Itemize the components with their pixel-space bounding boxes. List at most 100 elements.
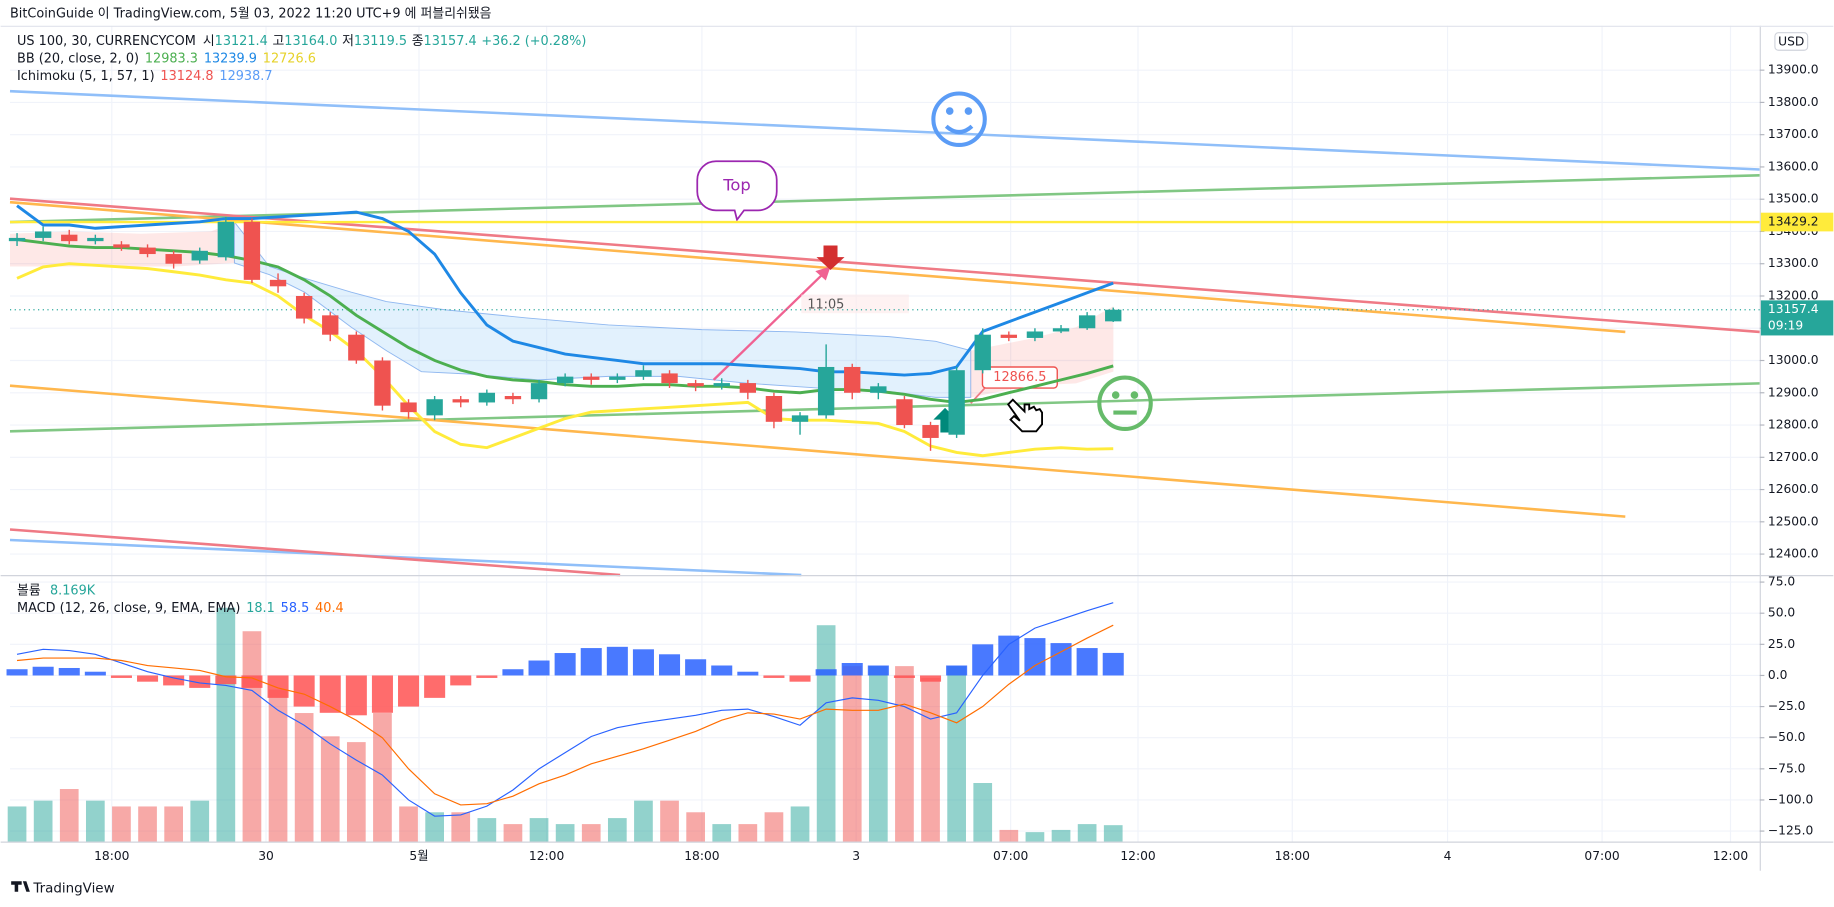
volume-bar bbox=[294, 713, 314, 842]
candle-body bbox=[269, 279, 287, 287]
price-label: 12866.5 bbox=[993, 370, 1046, 385]
x-tick-label: 07:00 bbox=[993, 849, 1028, 863]
macd-histogram bbox=[711, 665, 733, 676]
x-tick-label: 5월 bbox=[409, 849, 428, 863]
ohlc-value: 13121.4 bbox=[215, 33, 268, 48]
volume-bar bbox=[216, 607, 236, 842]
volume-bar bbox=[164, 806, 183, 842]
macd-histogram bbox=[84, 671, 106, 676]
volume-bar bbox=[712, 824, 732, 842]
candle-body bbox=[739, 383, 757, 393]
macd-histogram bbox=[293, 675, 315, 707]
volume-bar bbox=[529, 818, 549, 842]
macd-histogram bbox=[319, 675, 341, 713]
ohlc-label: 저 bbox=[342, 33, 354, 48]
volume-bar bbox=[634, 800, 653, 842]
candle-body bbox=[191, 250, 208, 261]
callout bbox=[696, 160, 778, 222]
volume-bar bbox=[764, 812, 784, 842]
ohlc-value: 13164.0 bbox=[284, 33, 337, 48]
macd-histogram bbox=[841, 663, 863, 676]
candle-body bbox=[1000, 334, 1018, 338]
candle-body bbox=[870, 386, 887, 393]
axes: 12400.0 12500.0 12600.0 12700.0 12800.0 12900… bbox=[94, 63, 1834, 863]
y-tick-label: 12700.0 bbox=[1768, 450, 1819, 464]
y-tick-label: 12900.0 bbox=[1768, 385, 1819, 399]
volume-bar bbox=[868, 666, 888, 842]
legend-line: MACD (12, 26, close, 9, EMA, EMA) 18.1 58.… bbox=[17, 600, 344, 615]
volume-bar bbox=[999, 829, 1019, 842]
macd-histogram bbox=[110, 675, 132, 678]
candle-body bbox=[295, 295, 313, 319]
volume-bar bbox=[373, 713, 392, 842]
y-tick-label: 13300.0 bbox=[1768, 256, 1819, 270]
volume-bar bbox=[1025, 832, 1045, 842]
currency-box bbox=[1774, 32, 1809, 51]
macd-histogram bbox=[972, 644, 994, 676]
price-tag bbox=[1760, 300, 1834, 336]
macd-histogram bbox=[554, 653, 576, 676]
macd-histogram bbox=[606, 646, 628, 676]
ichimoku-title: Ichimoku (5, 1, 57, 1) bbox=[17, 68, 155, 83]
candle-body bbox=[426, 399, 443, 416]
candle-body bbox=[687, 383, 704, 387]
volume-bar bbox=[555, 824, 575, 842]
macd-value: 18.1 bbox=[246, 600, 275, 615]
macd-histogram bbox=[1024, 638, 1046, 676]
macd-histogram bbox=[267, 675, 289, 698]
ohlc-value: 13119.5 bbox=[354, 33, 407, 48]
macd-histogram bbox=[476, 675, 498, 678]
y-tick-label: 13500.0 bbox=[1768, 192, 1819, 206]
y-tick-label: −25.0 bbox=[1768, 699, 1806, 713]
y-tick-label: 75.0 bbox=[1768, 575, 1795, 589]
candle-body bbox=[1052, 328, 1070, 332]
y-tick-label: 13700.0 bbox=[1768, 127, 1819, 141]
volume-bar bbox=[921, 677, 940, 842]
trend-line bbox=[9, 89, 1760, 171]
candle-body bbox=[1105, 309, 1122, 322]
macd-histogram bbox=[998, 635, 1020, 676]
macd-histogram bbox=[32, 666, 54, 676]
macd-line bbox=[16, 602, 1114, 817]
macd-line bbox=[16, 624, 1114, 806]
candle-body bbox=[348, 334, 365, 361]
x-tick-label: 4 bbox=[1444, 849, 1452, 863]
macd-histogram bbox=[241, 675, 263, 688]
ohlc-label: 고 bbox=[272, 33, 284, 48]
candle-body bbox=[217, 221, 235, 258]
candle-body bbox=[504, 396, 522, 400]
macd-histogram bbox=[163, 675, 185, 686]
volume-bar bbox=[59, 789, 79, 842]
macd-histogram bbox=[189, 675, 211, 688]
volume-bar bbox=[1103, 825, 1123, 842]
macd-histogram bbox=[502, 669, 524, 676]
bb-line bbox=[16, 204, 1114, 377]
candle-body bbox=[1078, 315, 1096, 329]
volume-bar bbox=[660, 800, 679, 842]
candle-body bbox=[400, 402, 417, 413]
volume-bar bbox=[1051, 829, 1071, 842]
macd-histogram bbox=[685, 659, 707, 676]
macd-histogram bbox=[763, 675, 785, 678]
candle-body bbox=[139, 247, 156, 255]
macd-histogram bbox=[580, 648, 602, 676]
volume-title: 볼륨 bbox=[17, 583, 41, 598]
volume-bar bbox=[477, 818, 497, 842]
legend-line: BB (20, close, 2, 0) 12983.3 13239.9 12726.… bbox=[17, 51, 316, 66]
x-tick-label: 12:00 bbox=[529, 849, 564, 863]
y-tick-label: −100.0 bbox=[1768, 792, 1813, 806]
candle-body bbox=[661, 373, 678, 384]
trend-line bbox=[9, 384, 1626, 518]
x-tick-label: 30 bbox=[258, 849, 274, 863]
volume-value: 8.169K bbox=[50, 583, 96, 598]
macd-histogram bbox=[867, 665, 889, 676]
candle-body bbox=[896, 399, 913, 426]
y-tick-label: 13000.0 bbox=[1768, 353, 1819, 367]
candle-body bbox=[113, 244, 130, 248]
volume-bar bbox=[425, 812, 444, 842]
volume-bar bbox=[7, 806, 27, 842]
volume-bar bbox=[581, 824, 601, 842]
candle-body bbox=[322, 315, 339, 335]
volume-bar bbox=[686, 812, 705, 842]
y-tick-label: 25.0 bbox=[1768, 637, 1795, 651]
